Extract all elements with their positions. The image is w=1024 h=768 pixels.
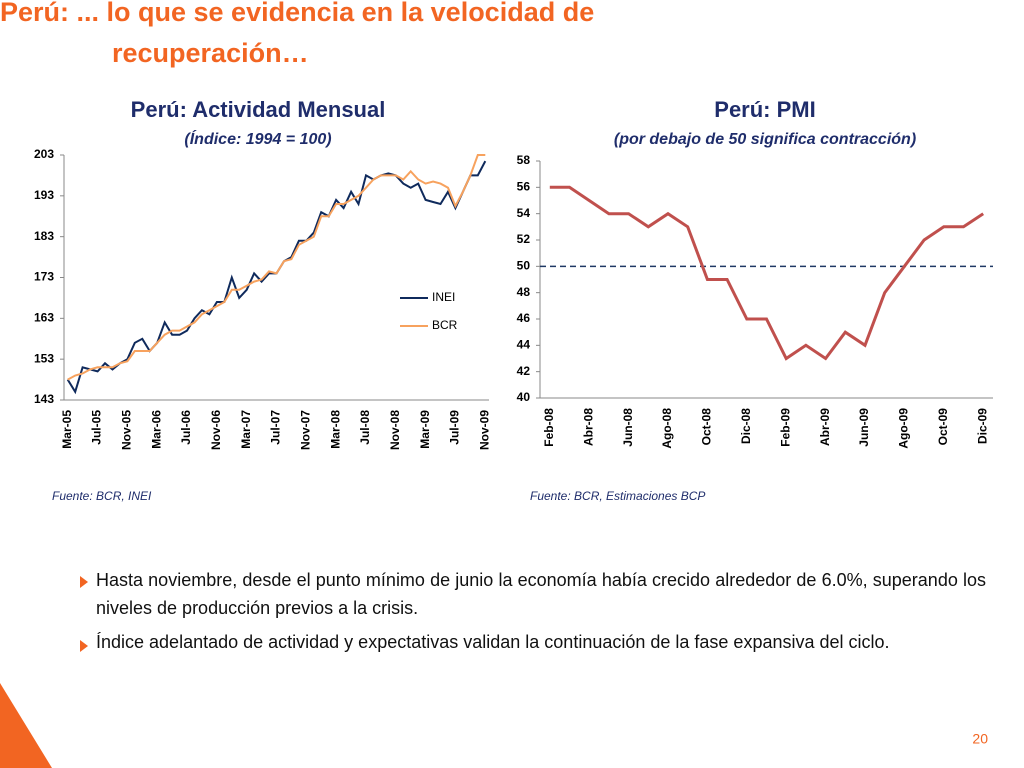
chart-subtitle: (Índice: 1994 = 100) [184, 129, 331, 148]
x-tick-label: Jun-08 [621, 408, 635, 447]
y-tick-label: 42 [517, 364, 531, 378]
x-tick-label: Feb-09 [778, 408, 792, 447]
x-tick-label: Ago-08 [660, 408, 674, 449]
bullet: Hasta noviembre, desde el punto mínimo d… [96, 570, 986, 618]
bullet-marker [80, 576, 88, 588]
x-tick-label: Feb-08 [542, 408, 556, 447]
x-tick-label: Jul-08 [358, 410, 372, 445]
x-tick-label: Mar-08 [328, 410, 342, 449]
legend-label: BCR [432, 318, 458, 332]
y-tick-label: 153 [34, 351, 54, 365]
y-tick-label: 183 [34, 229, 54, 243]
y-tick-label: 50 [517, 259, 531, 273]
x-tick-label: Jul-06 [179, 410, 193, 445]
y-tick-label: 143 [34, 392, 54, 406]
bullet: Índice adelantado de actividad y expecta… [96, 632, 890, 652]
x-tick-label: Jul-05 [90, 410, 104, 445]
y-tick-label: 44 [517, 338, 531, 352]
x-tick-label: Jul-07 [269, 410, 283, 445]
x-tick-label: Oct-08 [700, 408, 714, 446]
y-tick-label: 46 [517, 311, 531, 325]
y-tick-label: 203 [34, 147, 54, 161]
x-tick-label: Mar-07 [239, 410, 253, 449]
source-note: Fuente: BCR, Estimaciones BCP [530, 489, 705, 503]
y-tick-label: 163 [34, 311, 54, 325]
x-tick-label: Dic-09 [975, 408, 989, 444]
corner-decoration [0, 683, 52, 768]
y-tick-label: 173 [34, 270, 54, 284]
x-tick-label: Nov-08 [388, 410, 402, 450]
chart-subtitle: (por debajo de 50 significa contracción) [614, 131, 916, 148]
bullet-marker [80, 640, 88, 652]
y-tick-label: 56 [517, 180, 531, 194]
x-tick-label: Nov-07 [298, 410, 312, 450]
x-tick-label: Abr-08 [581, 408, 595, 446]
y-tick-label: 52 [517, 232, 531, 246]
legend-label: INEI [432, 290, 455, 304]
source-note: Fuente: BCR, INEI [52, 489, 152, 503]
y-tick-label: 58 [517, 153, 531, 167]
y-tick-label: 193 [34, 188, 54, 202]
x-tick-label: Nov-09 [477, 410, 491, 450]
x-tick-label: Nov-05 [120, 410, 134, 450]
x-tick-label: Mar-06 [149, 410, 163, 449]
slide-title: recuperación… [112, 38, 309, 68]
x-tick-label: Abr-09 [818, 408, 832, 446]
bullet-list: Hasta noviembre, desde el punto mínimo d… [96, 566, 986, 662]
x-tick-label: Nov-06 [209, 410, 223, 450]
x-tick-label: Jul-09 [448, 410, 462, 445]
page-number: 20 [972, 731, 988, 747]
y-tick-label: 54 [517, 206, 531, 220]
data-line [67, 154, 486, 381]
x-tick-label: Ago-09 [897, 408, 911, 449]
y-tick-label: 48 [517, 285, 531, 299]
y-tick-label: 40 [517, 390, 531, 404]
slide-title: Perú: ... lo que se evidencia en la velo… [0, 0, 594, 27]
x-tick-label: Mar-05 [60, 410, 74, 449]
chart-title: Perú: PMI [714, 97, 815, 122]
x-tick-label: Mar-09 [418, 410, 432, 449]
x-tick-label: Dic-08 [739, 408, 753, 444]
x-tick-label: Jun-09 [857, 408, 871, 447]
x-tick-label: Oct-09 [936, 408, 950, 446]
data-line [549, 185, 985, 361]
chart-title: Perú: Actividad Mensual [131, 97, 386, 122]
